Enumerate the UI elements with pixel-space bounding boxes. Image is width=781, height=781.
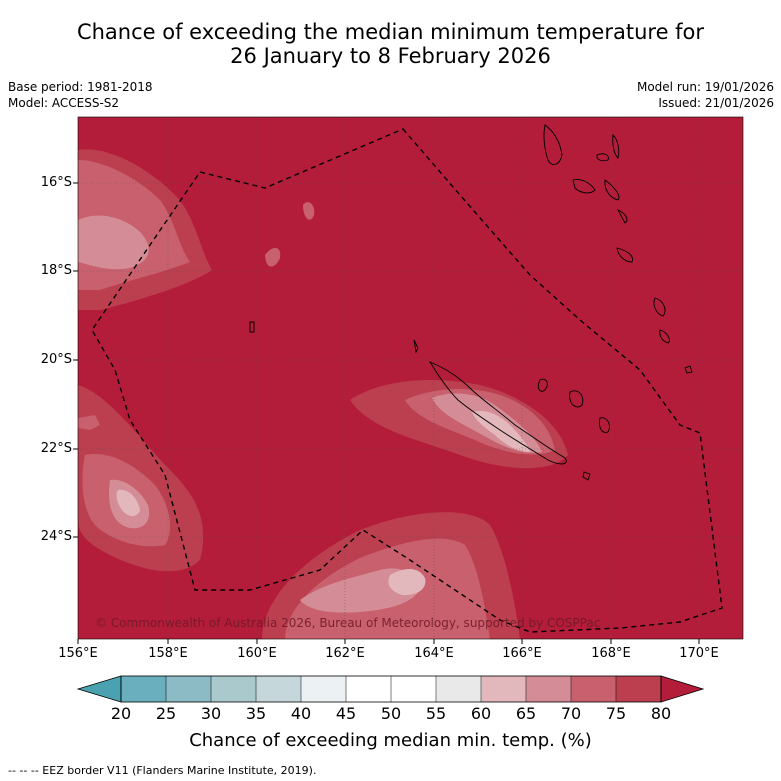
coastlines bbox=[249, 124, 693, 481]
eez-legend: -- -- -- EEZ border V11 (Flanders Marine… bbox=[8, 764, 317, 777]
colorbar-segment bbox=[571, 676, 617, 702]
colorbar-tick-label: 35 bbox=[245, 704, 267, 723]
colorbar-tick-label: 55 bbox=[425, 704, 447, 723]
colorbar-segment bbox=[121, 676, 167, 702]
colorbar-tick-label: 50 bbox=[380, 704, 402, 723]
model-name: Model: ACCESS-S2 bbox=[8, 96, 120, 110]
lon-label-162e: 162°E bbox=[325, 646, 365, 661]
colorbar-tick-label: 45 bbox=[335, 704, 357, 723]
lon-label-168e: 168°E bbox=[591, 646, 631, 661]
colorbar-tick-label: 70 bbox=[560, 704, 582, 723]
lon-label-156e: 156°E bbox=[58, 646, 98, 661]
colorbar-tick-label: 20 bbox=[110, 704, 132, 723]
lat-label-16s: 16°S bbox=[40, 175, 72, 190]
title-line-1: Chance of exceeding the median minimum t… bbox=[76, 20, 705, 44]
colorbar-tick-label: 40 bbox=[290, 704, 312, 723]
lon-label-164e: 164°E bbox=[414, 646, 454, 661]
lon-label-170e: 170°E bbox=[679, 646, 719, 661]
colorbar-tick-label: 75 bbox=[605, 704, 627, 723]
colorbar-segment bbox=[211, 676, 257, 702]
colorbar-segment bbox=[526, 676, 572, 702]
lon-label-158e: 158°E bbox=[148, 646, 188, 661]
colorbar-tick-label: 25 bbox=[155, 704, 177, 723]
lon-label-166e: 166°E bbox=[502, 646, 542, 661]
lon-label-160e: 160°E bbox=[237, 646, 277, 661]
colorbar-title: Chance of exceeding median min. temp. (%… bbox=[189, 730, 592, 751]
colorbar-under-arrow bbox=[76, 675, 122, 703]
base-period: Base period: 1981-2018 bbox=[8, 80, 153, 94]
colorbar-segment bbox=[616, 676, 662, 702]
lat-label-18s: 18°S bbox=[40, 263, 72, 278]
title-line-2: 26 January to 8 February 2026 bbox=[230, 44, 551, 68]
map-frame bbox=[77, 116, 744, 640]
colorbar-tick-label: 60 bbox=[470, 704, 492, 723]
issued-date: Issued: 21/01/2026 bbox=[658, 96, 774, 110]
graticule bbox=[78, 117, 743, 639]
colorbar-segment bbox=[391, 676, 437, 702]
colorbar-segment bbox=[301, 676, 347, 702]
lat-label-20s: 20°S bbox=[40, 352, 72, 367]
colorbar-tick-label: 30 bbox=[200, 704, 222, 723]
axis-ticks bbox=[73, 182, 700, 644]
lat-label-24s: 24°S bbox=[40, 529, 72, 544]
colorbar-segment bbox=[166, 676, 212, 702]
colorbar-segment bbox=[346, 676, 392, 702]
colorbar-over-arrow bbox=[660, 675, 705, 703]
lat-label-22s: 22°S bbox=[40, 441, 72, 456]
colorbar-frame bbox=[120, 675, 662, 703]
model-run: Model run: 19/01/2026 bbox=[636, 80, 774, 94]
colorbar bbox=[76, 675, 705, 703]
colorbar-segment bbox=[481, 676, 527, 702]
colorbar-tick-label: 80 bbox=[650, 704, 672, 723]
colorbar-segment bbox=[256, 676, 302, 702]
colorbar-tick-label: 65 bbox=[515, 704, 537, 723]
copyright-notice: © Commonwealth of Australia 2026, Bureau… bbox=[95, 616, 600, 630]
eez-border bbox=[91, 128, 723, 633]
map-area bbox=[78, 117, 743, 639]
colorbar-segment bbox=[436, 676, 482, 702]
